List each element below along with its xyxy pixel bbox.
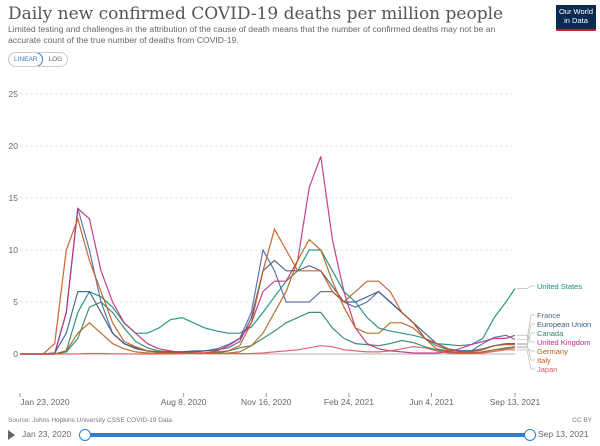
- series-line-european-union: [20, 259, 515, 355]
- timeline-end-label: Sep 13, 2021: [538, 429, 589, 439]
- timeline-start-label: Jan 23, 2020: [22, 429, 72, 439]
- linear-button[interactable]: LINEAR: [9, 53, 44, 66]
- series-line-japan: [20, 345, 515, 355]
- series-line-germany: [20, 238, 516, 355]
- x-tick-label: Nov 16, 2020: [241, 397, 292, 407]
- y-tick-label: 25: [9, 89, 19, 99]
- legend-label: Germany: [537, 347, 568, 356]
- chart-subtitle: Limited testing and challenges in the at…: [8, 24, 496, 45]
- chart-title: Daily new confirmed COVID-19 deaths per …: [8, 4, 504, 24]
- x-tick-label: Sep 13, 2021: [490, 397, 541, 407]
- scale-toggle: LINEAR LOG: [8, 52, 69, 67]
- y-tick-label: 0: [13, 349, 18, 359]
- timeline-start-handle[interactable]: [79, 429, 91, 441]
- legend-leader-line: [517, 349, 535, 370]
- legend-label: United States: [537, 282, 582, 291]
- x-tick-label: Jun 4, 2021: [409, 397, 454, 407]
- timeline-end-handle[interactable]: [524, 429, 536, 441]
- legend-leader-line: [517, 323, 535, 344]
- source-note[interactable]: Source: Johns Hopkins University CSSE CO…: [8, 417, 173, 424]
- series-line-france: [20, 208, 516, 355]
- legend-label: European Union: [537, 320, 591, 329]
- play-icon[interactable]: [8, 430, 15, 440]
- legend-leader-line: [517, 344, 535, 361]
- y-tick-label: 10: [9, 245, 19, 255]
- x-tick-label: Jan 23, 2020: [20, 397, 69, 407]
- line-chart: 0 5 10 15 20 25 Jan 23, 2020 Aug 8, 2020 Nov 16,…: [9, 89, 592, 407]
- legend-leader-line: [517, 285, 535, 289]
- legend-label: Canada: [537, 329, 564, 338]
- series-line-united-kingdom: [20, 156, 516, 355]
- log-button[interactable]: LOG: [48, 56, 63, 63]
- legend-label: United Kingdom: [537, 338, 590, 347]
- legend-label: Japan: [537, 365, 557, 374]
- legend-label: France: [537, 311, 560, 320]
- license-link[interactable]: CC BY: [572, 417, 592, 424]
- legend-leader-line: [517, 314, 535, 340]
- x-tick-label: Feb 24, 2021: [324, 397, 374, 407]
- y-tick-label: 5: [13, 297, 18, 307]
- series-line-canada: [20, 301, 516, 355]
- x-tick-label: Aug 8, 2020: [161, 397, 207, 407]
- legend-leader-line: [517, 334, 535, 343]
- owid-logo[interactable]: Our World in Data: [556, 5, 596, 31]
- legend-leader-line: [517, 332, 535, 348]
- y-tick-label: 20: [9, 141, 19, 151]
- series-line-italy: [20, 216, 515, 355]
- timeline-track[interactable]: [84, 433, 530, 437]
- legend-label: Italy: [537, 356, 551, 365]
- y-tick-label: 15: [9, 193, 19, 203]
- legend-leader-line: [517, 347, 535, 352]
